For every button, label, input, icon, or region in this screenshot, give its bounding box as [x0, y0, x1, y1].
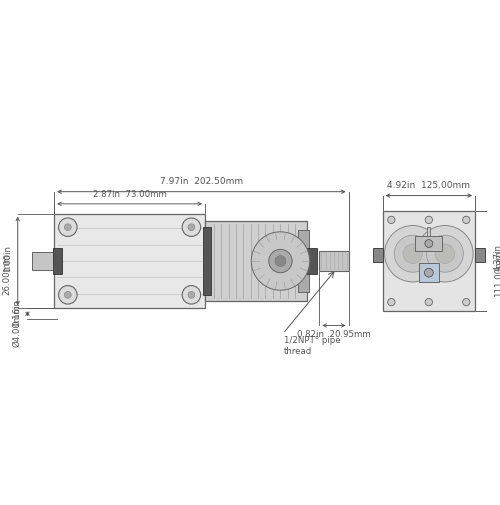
- Bar: [373, 248, 382, 263]
- Circle shape: [462, 258, 470, 265]
- Bar: [202, 227, 211, 295]
- Circle shape: [425, 216, 432, 224]
- Circle shape: [269, 249, 292, 273]
- Text: 111.00mm: 111.00mm: [494, 250, 500, 296]
- Circle shape: [394, 235, 432, 272]
- Circle shape: [388, 216, 395, 224]
- Bar: [298, 230, 309, 292]
- Bar: [415, 236, 442, 251]
- Circle shape: [182, 286, 201, 304]
- Text: 4.92in  125.00mm: 4.92in 125.00mm: [388, 181, 470, 190]
- Bar: [382, 211, 475, 311]
- Bar: [475, 248, 485, 263]
- Bar: [53, 248, 62, 274]
- Circle shape: [58, 218, 77, 236]
- Text: 2.87in  73.00mm: 2.87in 73.00mm: [92, 190, 166, 199]
- Text: 4.37in: 4.37in: [494, 243, 500, 271]
- Bar: [307, 248, 317, 274]
- Bar: [419, 264, 438, 282]
- Text: Ø4.00mm: Ø4.00mm: [12, 305, 21, 347]
- Circle shape: [425, 239, 432, 247]
- Text: 0.16in: 0.16in: [12, 299, 21, 326]
- Circle shape: [462, 298, 470, 306]
- Circle shape: [388, 258, 395, 265]
- Text: 0.82in  20.95mm: 0.82in 20.95mm: [297, 330, 371, 339]
- Text: 1/2NPT° pipe
thread: 1/2NPT° pipe thread: [284, 336, 341, 356]
- Polygon shape: [251, 232, 310, 290]
- Circle shape: [424, 268, 433, 277]
- Bar: [32, 252, 54, 270]
- Circle shape: [384, 226, 441, 282]
- Text: 7.97in  202.50mm: 7.97in 202.50mm: [160, 177, 243, 186]
- Circle shape: [58, 286, 77, 304]
- Circle shape: [416, 226, 473, 282]
- Circle shape: [64, 224, 71, 231]
- Circle shape: [188, 224, 195, 231]
- Bar: [205, 221, 307, 301]
- Text: 1.00in: 1.00in: [2, 245, 12, 272]
- Circle shape: [275, 256, 286, 266]
- Circle shape: [64, 291, 71, 298]
- Text: 26.00mm: 26.00mm: [2, 254, 12, 295]
- Bar: [54, 214, 205, 309]
- Circle shape: [425, 298, 432, 306]
- Circle shape: [388, 298, 395, 306]
- Circle shape: [403, 244, 422, 264]
- Circle shape: [426, 235, 464, 272]
- Bar: [428, 227, 430, 280]
- Bar: [320, 251, 348, 271]
- Circle shape: [182, 218, 201, 236]
- Circle shape: [435, 244, 454, 264]
- Circle shape: [188, 291, 195, 298]
- Circle shape: [462, 216, 470, 224]
